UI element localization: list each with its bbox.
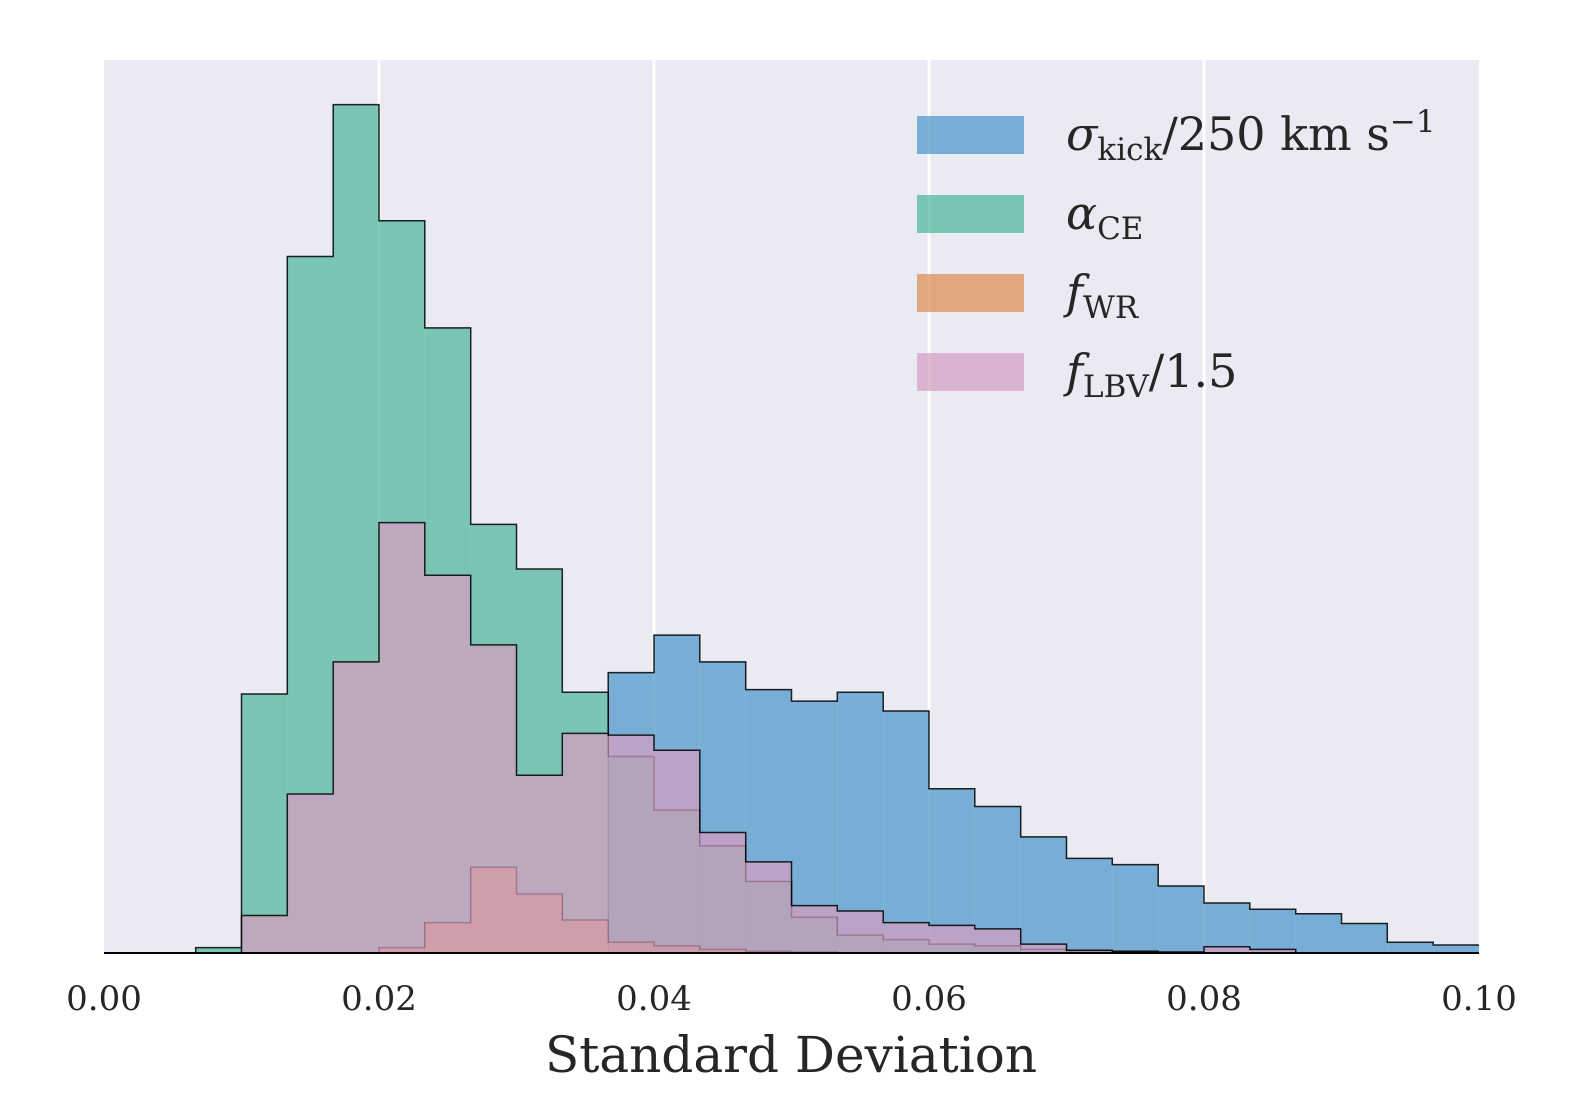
- x-axis-label: Standard Deviation: [545, 1026, 1037, 1084]
- bar-3-14: [745, 861, 792, 953]
- bar-3-15: [791, 905, 838, 953]
- legend-swatch-1: [917, 195, 1024, 233]
- bar-0-29: [1433, 944, 1479, 953]
- histogram-series: [104, 103, 1479, 954]
- bar-1-3: [241, 694, 288, 953]
- bar-3-9: [516, 775, 563, 953]
- bar-3-17: [883, 922, 929, 953]
- bar-3-5: [333, 661, 379, 953]
- bar-3-19: [974, 928, 1021, 953]
- bar-0-20: [1020, 836, 1067, 953]
- bar-0-27: [1341, 923, 1388, 953]
- series-3: [104, 521, 1479, 954]
- x-tick-label-1: 0.02: [341, 979, 417, 1019]
- bar-0-16: [837, 692, 884, 953]
- bar-3-24: [1204, 946, 1250, 953]
- bar-0-26: [1295, 913, 1342, 953]
- bar-3-20: [1020, 944, 1067, 953]
- bar-3-21: [1066, 950, 1113, 953]
- x-tick-label-2: 0.04: [616, 979, 692, 1019]
- legend-label-1: αCE: [1066, 186, 1143, 247]
- legend-swatch-0: [917, 116, 1024, 154]
- legend-swatch-3: [917, 353, 1024, 391]
- bar-3-8: [470, 644, 517, 953]
- bar-3-12: [654, 750, 700, 953]
- bar-0-25: [1249, 909, 1296, 953]
- bar-3-10: [562, 733, 609, 953]
- x-tick-label-5: 0.10: [1441, 979, 1517, 1019]
- bar-3-6: [379, 522, 425, 953]
- bar-3-7: [424, 575, 471, 953]
- legend-label-0: σkick/250 km s−1: [1066, 104, 1436, 168]
- bar-0-17: [883, 710, 929, 953]
- bar-0-28: [1387, 942, 1434, 953]
- bar-3-16: [837, 911, 884, 953]
- bar-3-13: [699, 832, 746, 953]
- bar-1-2: [195, 947, 242, 953]
- bar-3-3: [241, 915, 288, 953]
- x-tick-label-4: 0.08: [1166, 979, 1242, 1019]
- x-tick-labels: 0.00 0.02 0.04 0.06 0.08 0.10: [66, 979, 1517, 1019]
- x-tick-label-0: 0.00: [66, 979, 142, 1019]
- bar-0-22: [1112, 864, 1159, 953]
- bar-0-21: [1066, 858, 1113, 953]
- bar-3-4: [287, 794, 334, 953]
- bar-0-23: [1158, 886, 1204, 953]
- bar-0-24: [1204, 902, 1250, 953]
- legend-swatch-2: [917, 274, 1024, 312]
- bar-3-18: [929, 925, 975, 953]
- bar-3-25: [1249, 949, 1296, 953]
- bar-3-11: [608, 735, 654, 953]
- x-tick-label-3: 0.06: [891, 979, 967, 1019]
